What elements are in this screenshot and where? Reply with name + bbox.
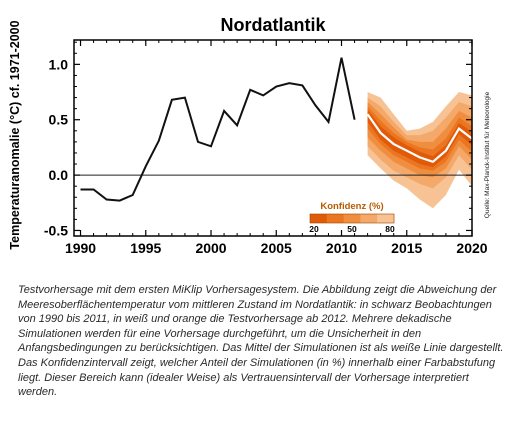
confidence-legend: Konfidenz (%) 20 50 80	[309, 201, 395, 234]
legend-swatch	[360, 214, 378, 223]
x-tick-label: 2020	[456, 240, 487, 256]
x-tick-label: 1995	[130, 240, 161, 256]
chart-title: Nordatlantik	[220, 15, 326, 35]
x-tick-label: 2005	[261, 240, 292, 256]
forecast-confidence-bands	[367, 92, 472, 209]
legend-title: Konfidenz (%)	[320, 201, 383, 212]
x-tick-label: 1990	[65, 240, 96, 256]
confidence-band-20	[367, 109, 472, 168]
y-axis-label: Temperaturanomalie (°C) cf. 1971-2000	[8, 20, 22, 249]
y-tick-label: 1.0	[49, 56, 69, 72]
forecast-mean-line	[366, 113, 473, 164]
legend-tick-label: 80	[385, 224, 395, 234]
x-tick-label: 2000	[195, 240, 226, 256]
x-tick-label: 2010	[326, 240, 357, 256]
axis-ticks: 1990 1995 2000 2005 2010 2015 2020 -0.5 0.0 0.5 1.…	[44, 40, 488, 256]
y-tick-label: 0.5	[49, 112, 69, 128]
x-tick-label: 2015	[391, 240, 422, 256]
source-label: Quelle: Max-Planck-Institut für Meteorol…	[484, 91, 491, 218]
y-tick-label: 0.0	[49, 167, 69, 183]
legend-swatch	[377, 214, 395, 223]
sst-anomaly-chart: 1990 1995 2000 2005 2010 2015 2020 -0.5 0.0 0.5 1.…	[8, 15, 491, 256]
plot-frame	[73, 39, 473, 237]
observation-line	[80, 57, 356, 202]
y-tick-label: -0.5	[44, 222, 68, 238]
legend-swatch	[326, 214, 345, 223]
caption-text: Testvorhersage mit dem ersten MiKlip Vor…	[18, 284, 504, 399]
legend-bar-border	[309, 213, 395, 224]
legend-tick-label: 50	[347, 224, 357, 234]
legend-ticks: 20 50 80	[309, 224, 395, 234]
figure-caption: Testvorhersage mit dem ersten MiKlip Vor…	[18, 283, 508, 400]
legend-color-bar	[309, 213, 395, 224]
legend-tick-label: 20	[309, 224, 319, 234]
legend-swatch	[310, 214, 328, 223]
legend-swatch	[343, 214, 361, 223]
